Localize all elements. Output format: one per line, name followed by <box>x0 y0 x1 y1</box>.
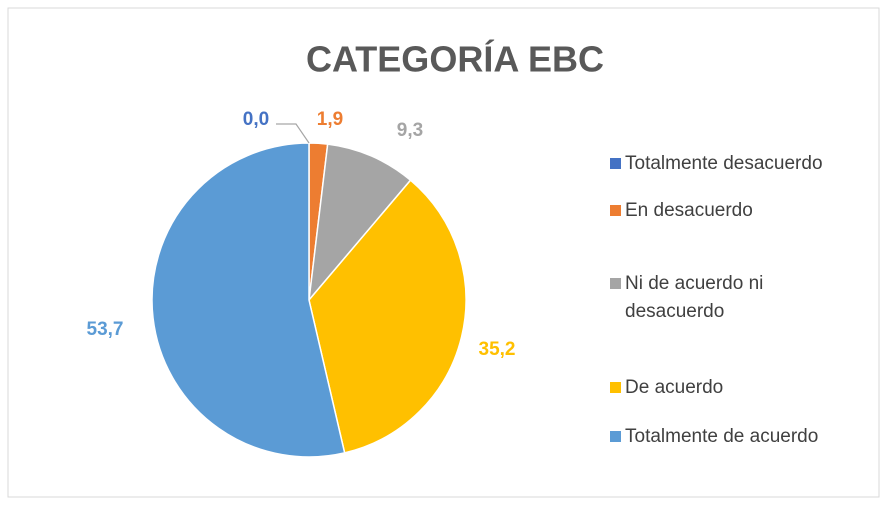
chart-title: CATEGORÍA EBC <box>306 39 604 80</box>
legend-label: En desacuerdo <box>625 200 753 221</box>
pie-slice <box>307 143 412 303</box>
data-label: 0,0 <box>243 109 269 130</box>
legend-label: Ni de acuerdo ni desacuerdo <box>625 273 764 322</box>
legend-label: Totalmente desacuerdo <box>625 153 823 174</box>
legend-item: Ni de acuerdo ni desacuerdo <box>610 270 875 326</box>
leader-line <box>276 123 310 144</box>
legend-item: Totalmente de acuerdo <box>610 423 875 451</box>
legend-swatch <box>610 278 621 289</box>
legend-label: Totalmente de acuerdo <box>625 426 819 447</box>
data-label: 1,9 <box>317 109 343 130</box>
legend-swatch <box>610 158 621 169</box>
legend-swatch <box>610 205 621 216</box>
legend-item: Totalmente desacuerdo <box>610 150 875 178</box>
legend-item: De acuerdo <box>610 374 875 402</box>
legend-item: En desacuerdo <box>610 197 875 225</box>
data-label: 35,2 <box>479 339 516 360</box>
legend-swatch <box>610 382 621 393</box>
legend-label: De acuerdo <box>625 377 724 398</box>
pie-slice <box>151 142 346 458</box>
data-label: 53,7 <box>87 319 124 340</box>
pie-slice <box>308 179 467 454</box>
legend-swatch <box>610 431 621 442</box>
data-label: 9,3 <box>397 120 423 141</box>
